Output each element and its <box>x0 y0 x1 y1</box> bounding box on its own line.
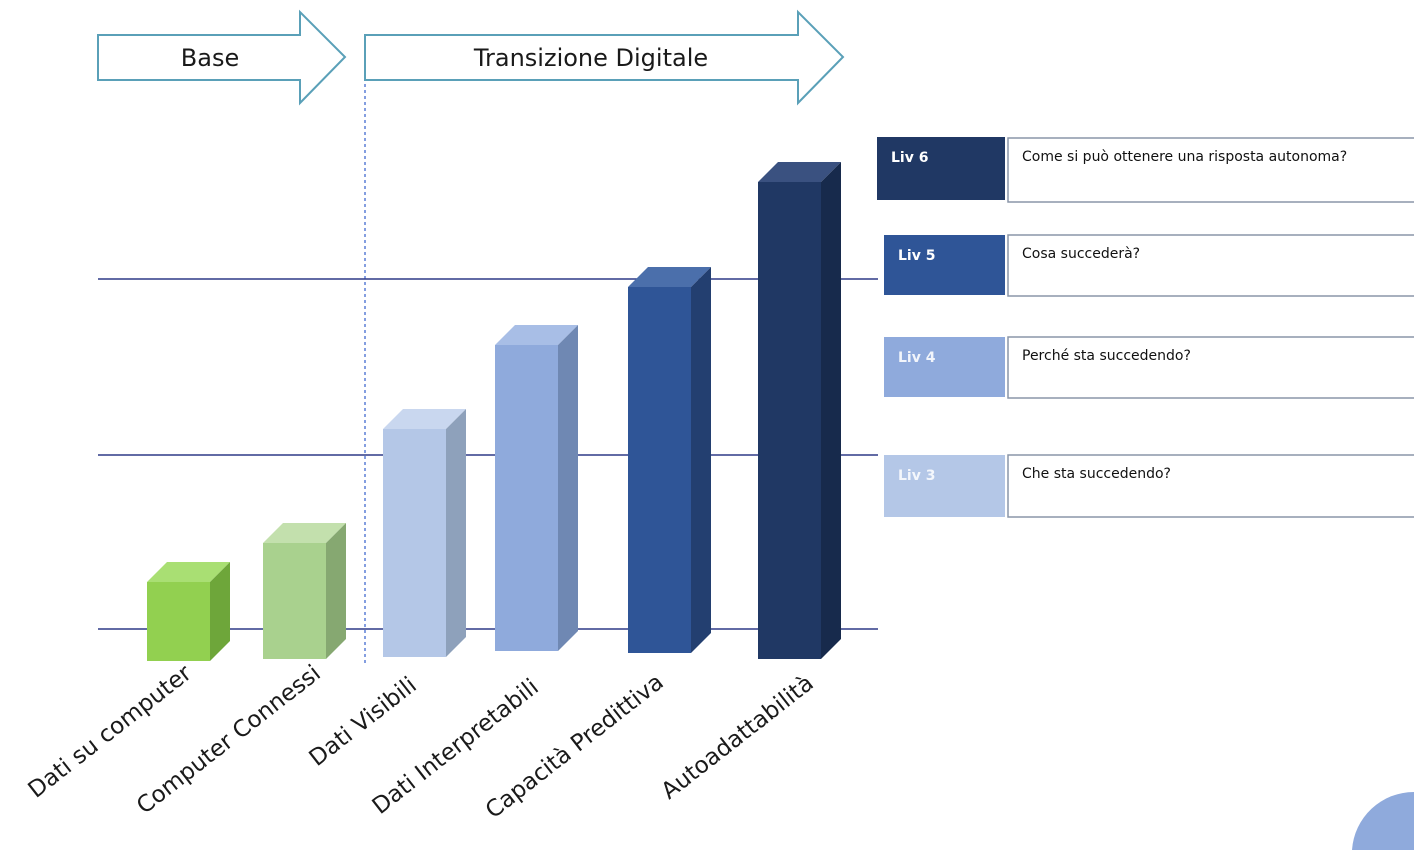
question-box <box>1007 137 1414 203</box>
bar-top <box>628 267 711 287</box>
level-legend: Liv 6 Come si può ottenere una risposta a… <box>877 137 1414 518</box>
bar-front <box>495 345 558 651</box>
bar-front <box>263 543 326 659</box>
bar-3 <box>383 409 466 657</box>
question-box <box>1007 336 1414 399</box>
bar-6 <box>758 162 841 659</box>
question-box <box>1007 234 1414 297</box>
arrow-shape <box>364 9 845 106</box>
arrow-shape <box>97 9 347 106</box>
bar-front <box>628 287 691 653</box>
level-question: Cosa succederà? <box>1022 246 1140 262</box>
level-question: Come si può ottenere una risposta autono… <box>1022 149 1347 165</box>
level-label: Liv 4 <box>898 350 936 366</box>
bar-side <box>326 523 346 659</box>
bar-side <box>691 267 711 653</box>
phase-arrow-transition: Transizione Digitale <box>364 9 845 106</box>
bar-front <box>383 429 446 657</box>
bar-side <box>821 162 841 659</box>
level-badge <box>884 235 1005 295</box>
bar-top <box>495 325 578 345</box>
bar-front <box>758 182 821 659</box>
category-label: Autoadattabilità <box>657 670 819 805</box>
corner-decoration <box>1352 791 1414 850</box>
bar-top <box>147 562 230 582</box>
phase-label-base: Base <box>181 44 239 72</box>
phase-label-transition: Transizione Digitale <box>473 44 708 72</box>
phase-arrow-base: Base <box>97 9 347 106</box>
bar-2 <box>263 523 346 659</box>
bar-front <box>147 582 210 661</box>
bar-top <box>383 409 466 429</box>
level-question: Che sta succedendo? <box>1022 466 1171 482</box>
level-question: Perché sta succedendo? <box>1022 348 1191 364</box>
level-badge <box>877 137 1005 200</box>
bar-side <box>210 562 230 661</box>
bar-side <box>446 409 466 657</box>
question-box <box>1007 454 1414 518</box>
level-row-liv-4: Liv 4 Perché sta succedendo? <box>884 336 1414 399</box>
bar-1 <box>147 562 230 661</box>
level-badge <box>884 337 1005 397</box>
bars-group <box>147 162 841 661</box>
level-row-liv-5: Liv 5 Cosa succederà? <box>884 234 1414 297</box>
bar-5 <box>628 267 711 653</box>
level-badge <box>884 455 1005 517</box>
level-label: Liv 5 <box>898 248 935 264</box>
bar-side <box>558 325 578 651</box>
level-label: Liv 6 <box>891 150 928 166</box>
category-label: Dati Visibili <box>305 672 422 771</box>
bar-top <box>263 523 346 543</box>
bar-top <box>758 162 841 182</box>
level-row-liv-3: Liv 3 Che sta succedendo? <box>884 454 1414 518</box>
bar-4 <box>495 325 578 651</box>
level-row-liv-6: Liv 6 Come si può ottenere una risposta a… <box>877 137 1414 203</box>
level-label: Liv 3 <box>898 468 935 484</box>
